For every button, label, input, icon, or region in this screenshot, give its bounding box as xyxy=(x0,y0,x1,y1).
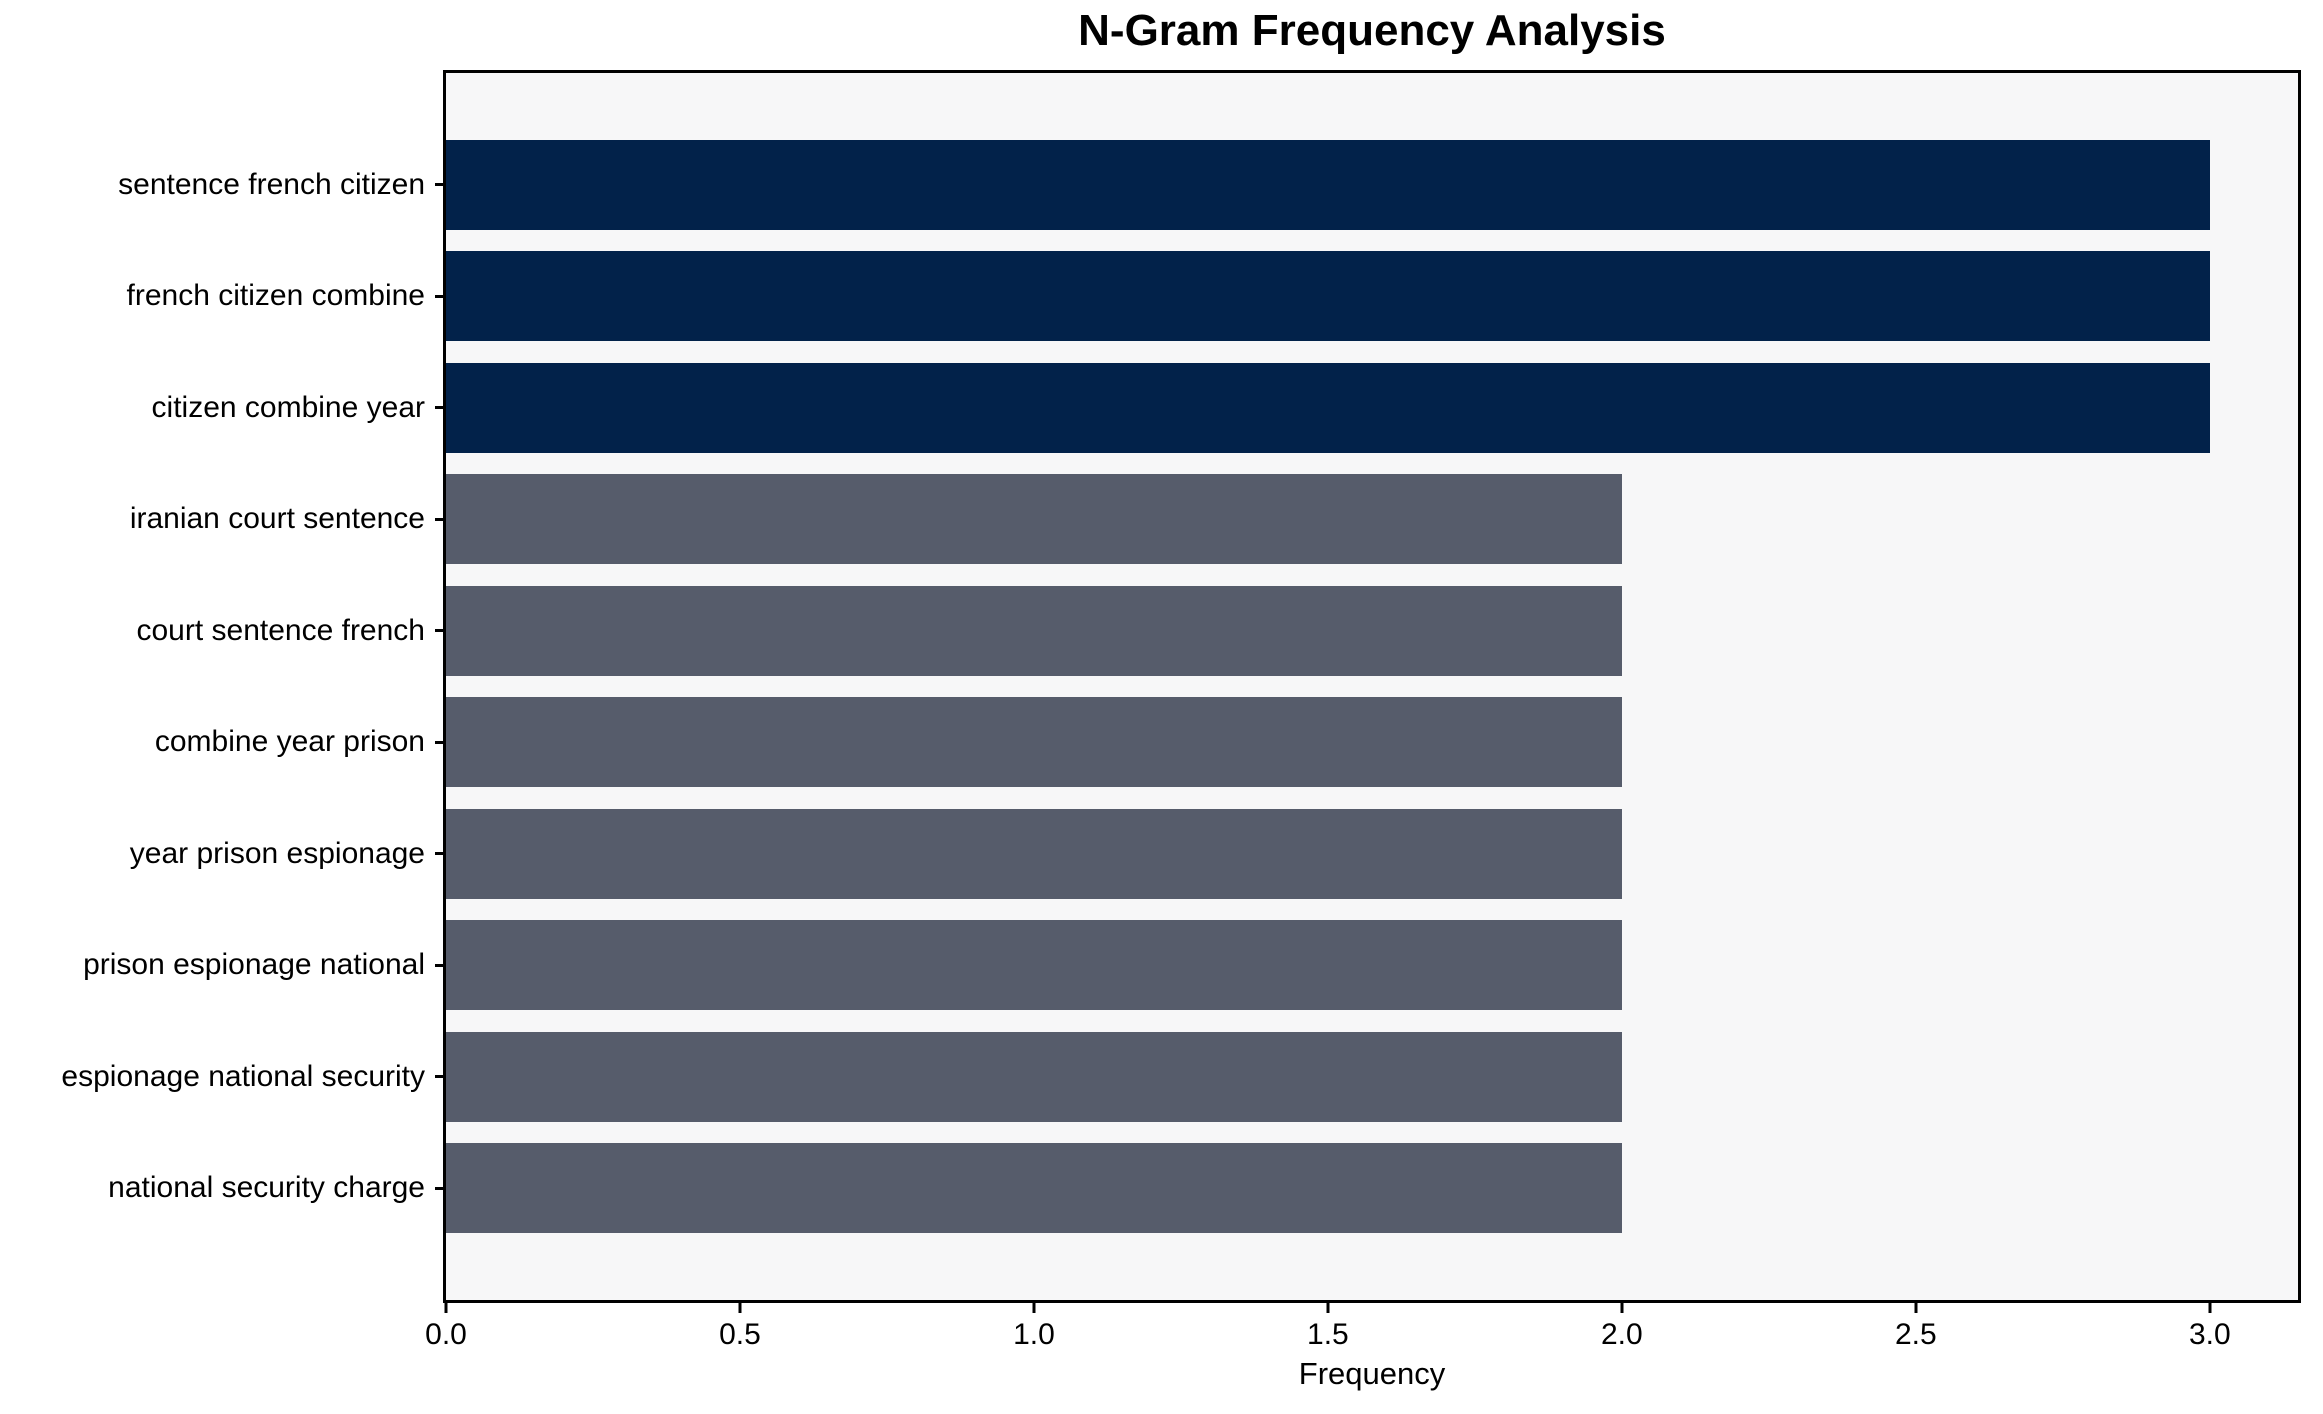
bar-row: citizen combine year xyxy=(152,352,2298,464)
bars-container: sentence french citizen french citizen co… xyxy=(61,73,2298,1300)
bar xyxy=(446,1143,1622,1234)
bar-row: sentence french citizen xyxy=(118,129,2298,241)
bar-row: year prison espionage xyxy=(130,798,2298,910)
y-tick-mark xyxy=(435,1075,446,1079)
bar-row: french citizen combine xyxy=(127,241,2298,353)
y-tick-label: espionage national security xyxy=(61,1059,425,1093)
bar-row: espionage national security xyxy=(61,1021,2298,1133)
x-tick-mark xyxy=(738,1300,742,1313)
x-tick-mark xyxy=(2208,1300,2212,1313)
bar xyxy=(446,697,1622,788)
bar xyxy=(446,585,1622,676)
x-tick-mark xyxy=(1326,1300,1330,1313)
y-tick-mark xyxy=(435,852,446,856)
x-tick-mark xyxy=(1914,1300,1918,1313)
y-tick-mark xyxy=(435,963,446,967)
bar-row: prison espionage national xyxy=(83,910,2298,1022)
y-tick-label: national security charge xyxy=(108,1171,425,1205)
y-tick-mark xyxy=(435,406,446,410)
bar xyxy=(446,474,1622,565)
y-tick-label: prison espionage national xyxy=(83,948,425,982)
bar xyxy=(446,808,1622,899)
y-tick-mark xyxy=(435,517,446,521)
bar xyxy=(446,251,2210,342)
y-tick-mark xyxy=(435,183,446,187)
y-tick-mark xyxy=(435,1186,446,1190)
y-tick-mark xyxy=(435,740,446,744)
y-tick-label: french citizen combine xyxy=(126,279,425,313)
plot-area: sentence french citizen french citizen co… xyxy=(61,70,2301,1350)
x-tick-label: 3.0 xyxy=(2188,1318,2231,1351)
y-tick-mark xyxy=(435,294,446,298)
x-tick-label: 0.0 xyxy=(425,1318,467,1351)
bar-row: court sentence french xyxy=(136,575,2298,687)
x-tick-label: 1.0 xyxy=(1013,1318,1055,1351)
bar xyxy=(446,920,1622,1011)
bar xyxy=(446,362,2210,453)
x-tick-mark xyxy=(444,1300,448,1313)
bar-row: iranian court sentence xyxy=(130,464,2298,576)
x-tick-mark xyxy=(1032,1300,1036,1313)
bar-row: national security charge xyxy=(108,1133,2298,1245)
bar-row: combine year prison xyxy=(155,687,2298,799)
x-tick-label: 1.5 xyxy=(1307,1318,1349,1351)
y-tick-label: year prison espionage xyxy=(129,836,425,870)
x-tick-label: 0.5 xyxy=(719,1318,761,1351)
x-tick-label: 2.0 xyxy=(1601,1318,1643,1351)
x-tick-mark xyxy=(1620,1300,1624,1313)
y-tick-label: court sentence french xyxy=(136,613,425,647)
x-tick-label: 2.5 xyxy=(1894,1318,1937,1351)
y-tick-label: iranian court sentence xyxy=(129,502,425,536)
bar xyxy=(446,1031,1622,1122)
y-tick-mark xyxy=(435,629,446,633)
bar xyxy=(446,139,2210,230)
y-tick-label: combine year prison xyxy=(154,725,425,759)
chart-title: N-Gram Frequency Analysis xyxy=(1078,6,1666,55)
y-tick-label: sentence french citizen xyxy=(118,167,425,201)
x-axis-label: Frequency xyxy=(1298,1356,1446,1391)
y-tick-label: citizen combine year xyxy=(151,390,425,424)
